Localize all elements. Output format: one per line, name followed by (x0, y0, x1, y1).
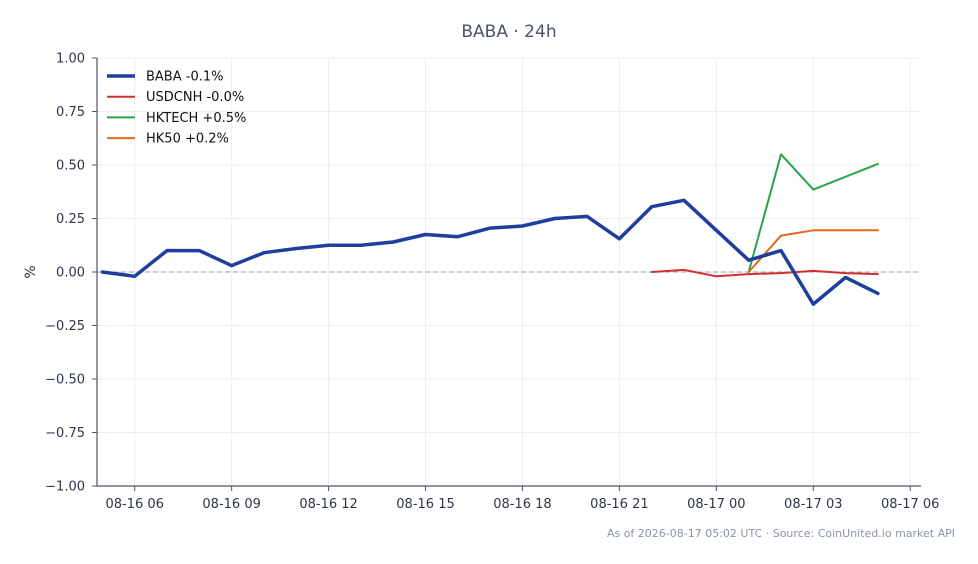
legend-label-hk50: HK50 +0.2% (146, 132, 229, 147)
chart-title: BABA · 24h (461, 22, 556, 42)
x-tick-label: 08-17 06 (881, 497, 939, 512)
y-tick-label: −0.25 (45, 319, 85, 334)
x-tick-label: 08-16 09 (202, 497, 260, 512)
y-tick-label: −1.00 (45, 480, 85, 495)
x-tick-label: 08-16 12 (299, 497, 357, 512)
legend-label-baba: BABA -0.1% (146, 70, 223, 85)
y-tick-label: 0.00 (56, 266, 85, 281)
legend-label-hktech: HKTECH +0.5% (146, 111, 246, 126)
series-layer (100, 153, 880, 306)
x-tick-label: 08-16 18 (493, 497, 551, 512)
axes: 1.00 0.75 0.50 0.25 0.00 −0.25 −0.50 −0.75 −1.00… (45, 52, 939, 513)
y-tick-label: 0.25 (56, 212, 85, 227)
x-tick-label: 08-17 00 (687, 497, 745, 512)
y-tick-label: 1.00 (56, 52, 85, 67)
footer-source: As of 2026-08-17 05:02 UTC · Source: Coi… (607, 527, 955, 540)
x-tick-label: 08-17 03 (784, 497, 842, 512)
series-line-hktech (747, 153, 879, 273)
series-line-usdcnh (650, 268, 879, 278)
x-tick-label: 08-16 06 (105, 497, 163, 512)
legend-label-usdcnh: USDCNH -0.0% (146, 90, 244, 105)
x-tick-label: 08-16 15 (396, 497, 454, 512)
x-tick-label: 08-16 21 (590, 497, 648, 512)
y-tick-label: −0.75 (45, 426, 85, 441)
series-line-baba (100, 198, 880, 306)
y-axis-label: % (23, 265, 39, 278)
y-tick-label: 0.50 (56, 159, 85, 174)
y-tick-label: 0.75 (56, 105, 85, 120)
legend: BABA -0.1% USDCNH -0.0% HKTECH +0.5% HK50 +… (107, 70, 246, 147)
y-tick-label: −0.50 (45, 373, 85, 388)
